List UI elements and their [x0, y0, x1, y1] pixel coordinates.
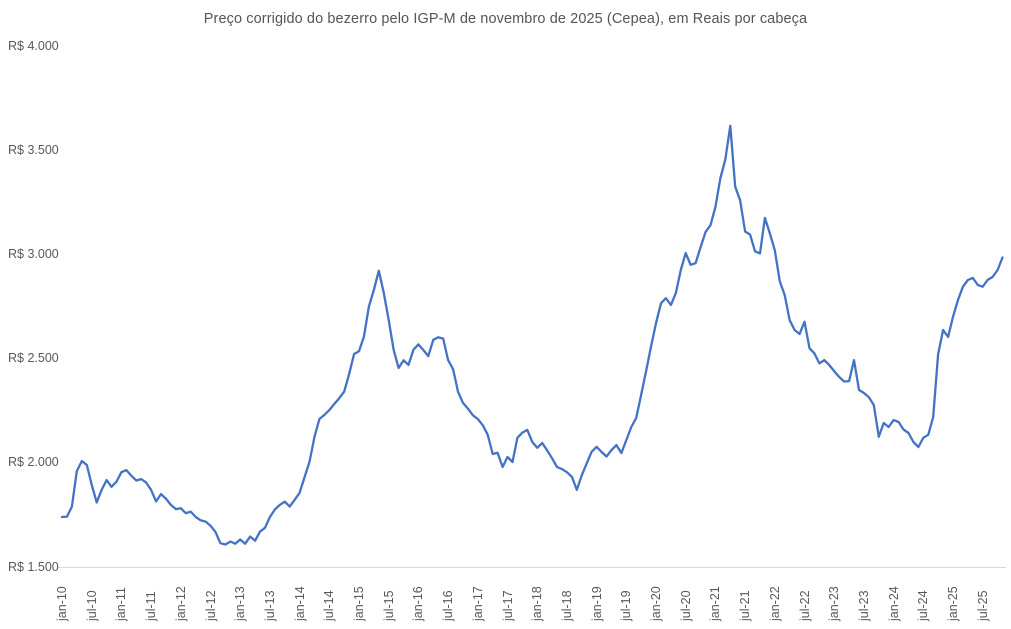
- x-axis-tick-label: jul-24: [916, 590, 931, 621]
- x-axis-tick-label: jul-11: [144, 591, 159, 621]
- x-axis-tick-label: jul-25: [975, 590, 990, 621]
- x-axis-tick-label: jul-18: [559, 590, 574, 621]
- x-axis-tick-label: jul-14: [322, 590, 337, 621]
- chart-title: Preço corrigido do bezerro pelo IGP-M de…: [203, 11, 808, 27]
- x-axis-tick-label: jan-17: [470, 586, 485, 621]
- x-axis-tick-label: jan-19: [589, 586, 604, 621]
- y-axis-tick-label: R$ 2.000: [8, 455, 59, 470]
- x-axis-tick-label: jan-21: [708, 586, 723, 621]
- x-axis-tick-label: jan-14: [292, 586, 307, 621]
- y-axis-tick-label: R$ 3.500: [8, 142, 59, 157]
- x-axis-tick-label: jul-10: [84, 590, 99, 621]
- x-axis-tick-label: jan-11: [114, 587, 129, 621]
- y-axis-tick-label: R$ 1.500: [8, 559, 59, 574]
- price-line-series: [60, 124, 1004, 546]
- x-axis-tick-label: jul-20: [678, 590, 693, 621]
- x-axis-tick-label: jan-10: [55, 586, 69, 621]
- x-axis-tick-label: jul-15: [381, 590, 396, 621]
- x-axis-tick-label: jul-13: [262, 590, 277, 621]
- x-axis-tick-label: jul-21: [738, 590, 753, 621]
- x-axis-tick-label: jul-12: [203, 590, 218, 621]
- x-axis-tick-label: jul-23: [856, 590, 871, 621]
- x-axis-tick-label: jan-16: [411, 586, 426, 621]
- y-axis-tick-label: R$ 3.000: [8, 246, 59, 261]
- x-axis-tick-label: jul-16: [441, 590, 456, 621]
- x-axis-tick-label: jan-12: [173, 586, 188, 621]
- y-axis-tick-label: R$ 4.000: [8, 38, 59, 53]
- x-axis-tick-label: jan-13: [233, 586, 248, 621]
- x-axis-tick-label: jan-24: [886, 586, 901, 621]
- x-axis-tick-label: jan-25: [946, 586, 960, 621]
- y-axis-tick-label: R$ 2.500: [8, 351, 59, 366]
- x-axis-tick-label: jan-18: [530, 586, 545, 621]
- x-axis-tick-label: jan-20: [649, 586, 663, 621]
- x-axis-tick-label: jul-22: [797, 590, 812, 621]
- x-axis-tick-label: jan-23: [827, 586, 842, 621]
- x-axis-tick-label: jan-15: [352, 586, 366, 621]
- x-axis-tick-label: jul-17: [500, 590, 515, 621]
- x-axis-tick-label: jan-22: [767, 586, 782, 621]
- x-axis-tick-label: jul-19: [619, 590, 634, 621]
